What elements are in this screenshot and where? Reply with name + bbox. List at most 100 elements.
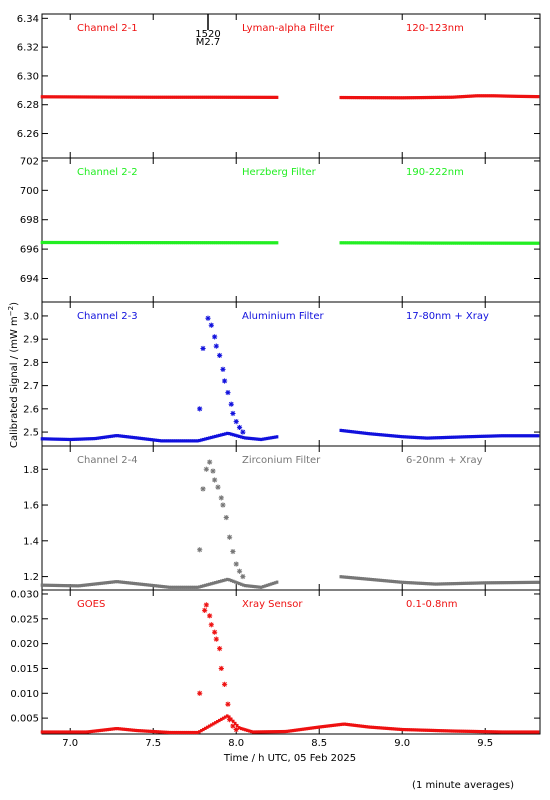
data-point — [488, 94, 492, 98]
data-point — [122, 434, 125, 438]
data-point — [387, 96, 390, 100]
data-point — [351, 430, 355, 434]
data-point — [237, 434, 241, 438]
flare-point — [226, 534, 233, 540]
data-point — [447, 435, 450, 439]
data-point — [365, 725, 368, 729]
data-point — [498, 241, 502, 245]
data-point — [116, 434, 119, 438]
data-point — [457, 581, 460, 586]
data-point — [223, 432, 227, 436]
data-point — [391, 241, 394, 245]
data-point — [106, 240, 110, 245]
baseline-series — [40, 428, 540, 443]
data-point — [174, 95, 177, 99]
data-point — [50, 730, 54, 734]
data-point — [229, 241, 233, 245]
data-point — [391, 434, 394, 438]
panel-frame — [41, 301, 541, 447]
data-point — [247, 241, 251, 245]
data-point — [393, 727, 396, 731]
data-point — [202, 95, 205, 99]
data-point — [449, 729, 452, 733]
panel-label: Channel 2-4 — [77, 455, 138, 466]
data-point — [241, 435, 245, 440]
data-point — [347, 95, 351, 100]
panel-label: Herzberg Filter — [242, 167, 317, 178]
data-point — [225, 95, 229, 99]
data-point — [86, 95, 90, 99]
data-point — [48, 240, 52, 245]
data-point — [60, 240, 64, 245]
data-point — [373, 96, 376, 100]
data-point — [492, 581, 496, 585]
data-point — [182, 439, 185, 443]
data-point — [100, 581, 104, 585]
data-point — [407, 241, 410, 245]
data-point — [46, 730, 50, 734]
data-point — [180, 585, 183, 589]
data-point — [52, 95, 56, 99]
data-point — [526, 730, 530, 734]
data-point — [100, 240, 104, 245]
data-point — [156, 438, 159, 443]
data-point — [178, 95, 181, 99]
data-point — [168, 730, 171, 735]
data-point — [510, 241, 514, 245]
panel-frame — [41, 589, 541, 735]
data-point — [369, 725, 372, 729]
data-point — [275, 580, 279, 584]
panel-frame — [41, 13, 541, 159]
data-point — [60, 730, 64, 734]
data-point — [311, 726, 315, 730]
data-point — [251, 437, 255, 441]
data-point — [217, 718, 221, 723]
data-point — [524, 434, 528, 438]
data-point — [259, 241, 263, 245]
data-point — [463, 94, 466, 99]
data-point — [170, 730, 173, 735]
data-point — [120, 727, 123, 731]
data-point — [144, 729, 147, 733]
x-tick-label: 9.5 — [477, 738, 493, 749]
data-point — [84, 437, 88, 441]
data-point — [54, 95, 58, 99]
data-point — [130, 435, 133, 439]
data-point — [445, 435, 448, 440]
data-point — [281, 729, 285, 734]
data-point — [419, 241, 422, 245]
data-point — [154, 241, 157, 245]
data-point — [484, 581, 488, 585]
data-point — [409, 241, 412, 245]
panel-label: 120-123nm — [406, 23, 464, 34]
flare-point — [233, 419, 239, 425]
data-point — [80, 437, 84, 441]
y-tick-label: 700 — [20, 186, 39, 197]
data-point — [415, 728, 418, 732]
data-point — [365, 241, 368, 245]
data-point — [421, 581, 424, 585]
data-point — [463, 241, 466, 245]
data-point — [255, 585, 259, 589]
data-point — [72, 240, 76, 245]
data-point — [383, 241, 386, 245]
data-point — [341, 95, 345, 100]
data-point — [293, 728, 297, 732]
data-point — [472, 434, 476, 439]
data-point — [349, 576, 353, 580]
y-tick-label: 1.6 — [23, 501, 39, 512]
data-point — [275, 435, 279, 439]
data-point — [464, 581, 468, 585]
data-point — [110, 580, 114, 584]
data-point — [313, 726, 317, 730]
data-point — [251, 241, 255, 245]
data-point — [243, 728, 247, 732]
y-tick-label: 6.26 — [17, 129, 39, 140]
data-point — [114, 727, 118, 731]
data-point — [194, 730, 197, 735]
y-tick-label: 3.0 — [23, 311, 39, 322]
data-point — [417, 96, 420, 100]
data-point — [144, 437, 147, 441]
data-point — [56, 95, 60, 99]
data-point — [514, 580, 518, 585]
